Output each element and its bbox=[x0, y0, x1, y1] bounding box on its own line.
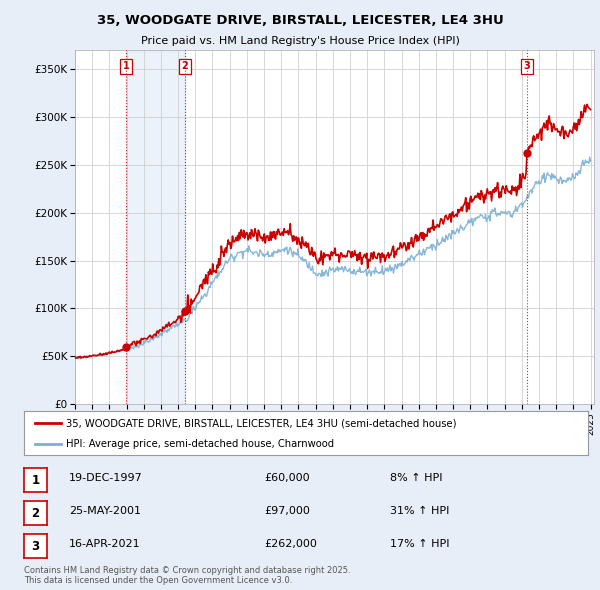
Text: 8% ↑ HPI: 8% ↑ HPI bbox=[390, 473, 443, 483]
Text: 2: 2 bbox=[182, 61, 188, 71]
Text: 25-MAY-2001: 25-MAY-2001 bbox=[69, 506, 141, 516]
Text: 2: 2 bbox=[31, 507, 40, 520]
Text: £60,000: £60,000 bbox=[264, 473, 310, 483]
Text: 19-DEC-1997: 19-DEC-1997 bbox=[69, 473, 143, 483]
Text: 3: 3 bbox=[523, 61, 530, 71]
Text: £97,000: £97,000 bbox=[264, 506, 310, 516]
Text: 17% ↑ HPI: 17% ↑ HPI bbox=[390, 539, 449, 549]
Bar bbox=[126, 50, 185, 404]
Text: 16-APR-2021: 16-APR-2021 bbox=[69, 539, 140, 549]
Text: 1: 1 bbox=[122, 61, 129, 71]
Text: 31% ↑ HPI: 31% ↑ HPI bbox=[390, 506, 449, 516]
Text: Price paid vs. HM Land Registry's House Price Index (HPI): Price paid vs. HM Land Registry's House … bbox=[140, 36, 460, 46]
Text: HPI: Average price, semi-detached house, Charnwood: HPI: Average price, semi-detached house,… bbox=[66, 438, 334, 448]
Text: 35, WOODGATE DRIVE, BIRSTALL, LEICESTER, LE4 3HU: 35, WOODGATE DRIVE, BIRSTALL, LEICESTER,… bbox=[97, 14, 503, 27]
Text: 35, WOODGATE DRIVE, BIRSTALL, LEICESTER, LE4 3HU (semi-detached house): 35, WOODGATE DRIVE, BIRSTALL, LEICESTER,… bbox=[66, 418, 457, 428]
Text: 1: 1 bbox=[31, 474, 40, 487]
Text: £262,000: £262,000 bbox=[264, 539, 317, 549]
Text: 3: 3 bbox=[31, 540, 40, 553]
Text: Contains HM Land Registry data © Crown copyright and database right 2025.
This d: Contains HM Land Registry data © Crown c… bbox=[24, 566, 350, 585]
